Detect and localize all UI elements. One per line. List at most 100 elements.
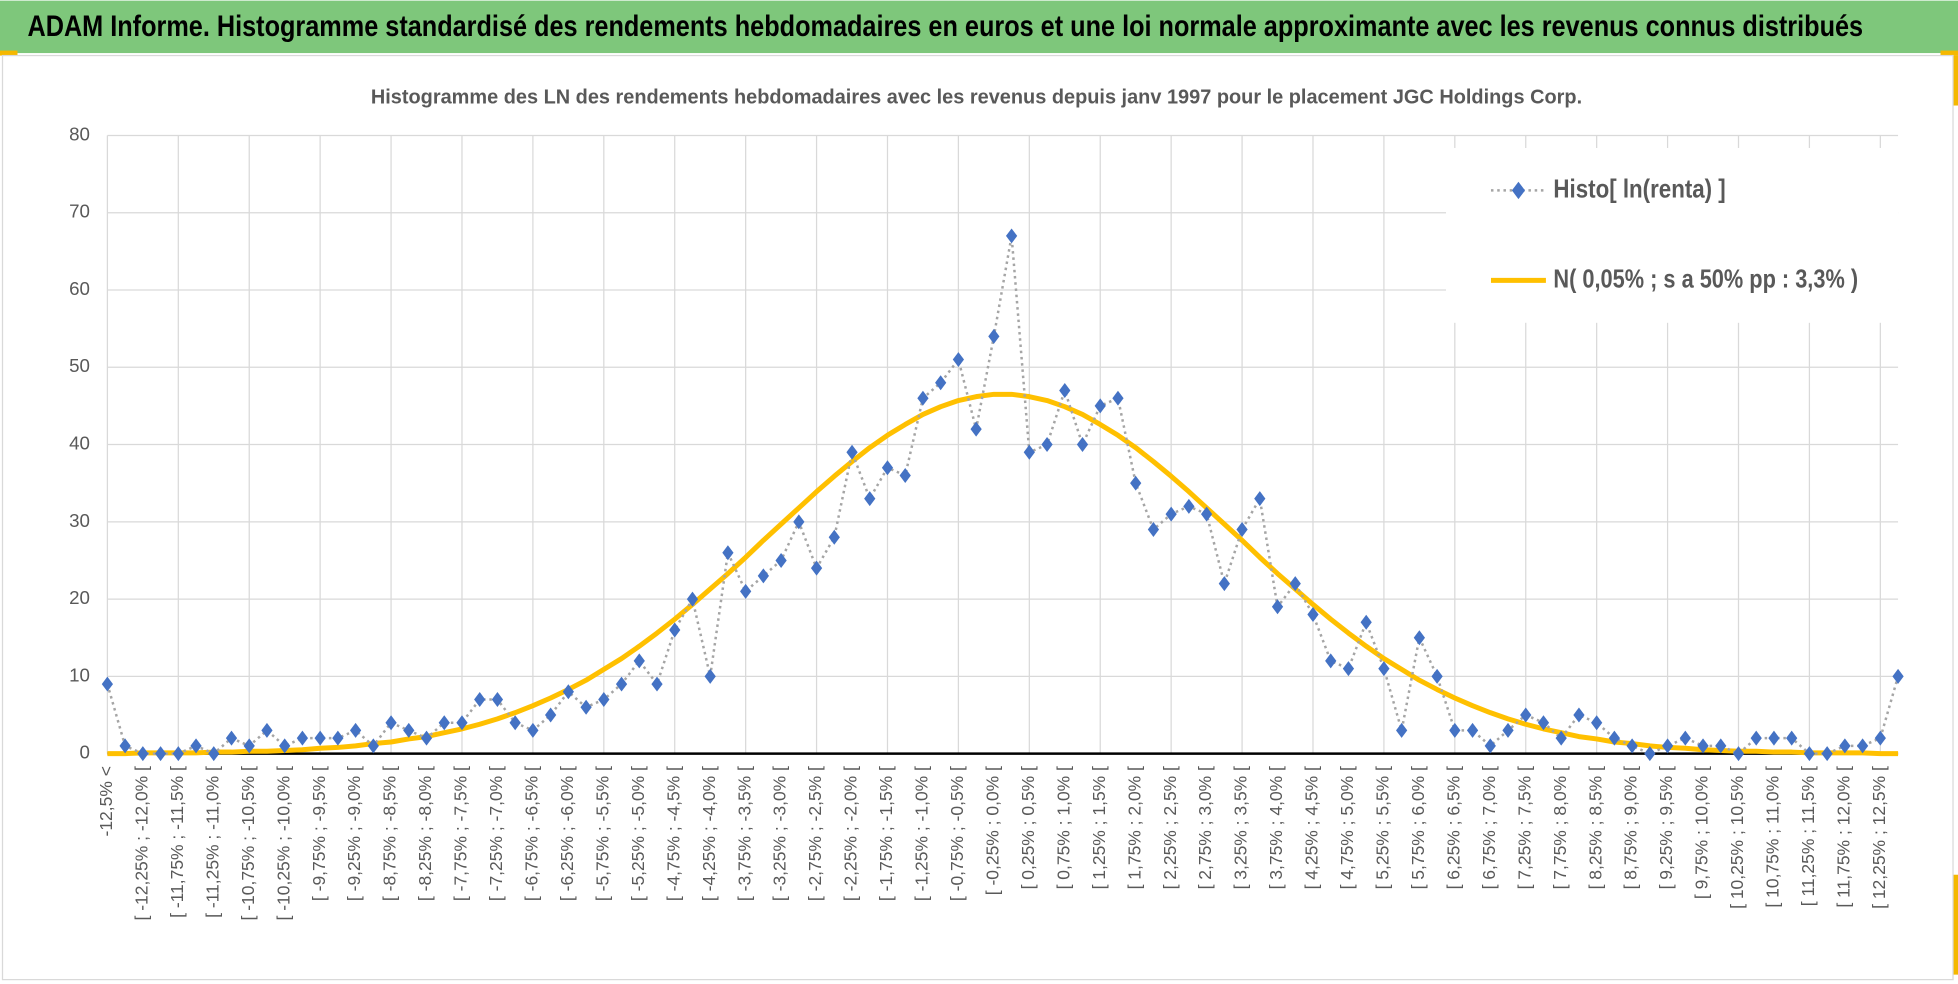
x-tick-label: [ 0,25% ; 0,5% [ <box>1018 766 1038 889</box>
data-point <box>846 444 858 460</box>
x-tick-label: [ -4,25% ; -4,0% [ <box>699 766 719 901</box>
corner-accent <box>0 50 18 56</box>
corner-accent <box>1953 55 1958 106</box>
x-tick-label: [ 3,75% ; 4,0% [ <box>1266 766 1286 889</box>
data-point <box>1520 707 1532 723</box>
data-point <box>1200 506 1213 522</box>
x-tick-label: [ -12,25% ; -12,0% [ <box>131 766 151 921</box>
x-tick-label: [ 5,75% ; 6,0% [ <box>1408 766 1428 889</box>
legend-marker <box>1511 181 1526 200</box>
x-tick-label: [ 7,25% ; 7,5% [ <box>1514 766 1534 889</box>
data-point <box>1715 738 1727 754</box>
data-point <box>562 684 574 700</box>
data-point <box>1449 722 1461 738</box>
y-tick-label: 40 <box>69 433 90 454</box>
data-point <box>296 730 309 746</box>
data-point <box>225 730 238 746</box>
data-point <box>1644 746 1656 762</box>
y-tick-label: 30 <box>69 510 90 531</box>
data-point <box>243 738 255 754</box>
x-tick-label: [ 11,75% ; 12,0% [ <box>1833 766 1853 908</box>
data-point <box>403 722 415 738</box>
data-point <box>438 715 450 731</box>
data-point <box>580 699 592 715</box>
data-point <box>527 722 539 738</box>
y-tick-label: 10 <box>69 664 90 685</box>
data-point <box>385 715 397 731</box>
x-tick-label: [ -0,25% ; 0,0% [ <box>982 766 1002 895</box>
data-point <box>828 529 840 545</box>
x-tick-label: [ 5,25% ; 5,5% [ <box>1373 766 1393 889</box>
data-point <box>970 421 982 437</box>
data-point <box>988 328 1000 344</box>
x-tick-label: [ -9,75% ; -9,5% [ <box>309 766 329 901</box>
data-point <box>1537 715 1550 731</box>
x-tick-label: [ 3,25% ; 3,5% [ <box>1231 766 1251 889</box>
y-tick-label: 20 <box>69 587 90 608</box>
x-tick-label: [ -7,25% ; -7,0% [ <box>486 766 506 901</box>
x-tick-label: [ -0,75% ; -0,5% [ <box>947 766 967 901</box>
page-title: ADAM Informe. Histogramme standardisé de… <box>27 10 1863 43</box>
data-point <box>1413 630 1425 646</box>
x-tick-label: [ 4,75% ; 5,0% [ <box>1337 766 1357 889</box>
x-tick-label: -12,5% < <box>96 766 116 836</box>
data-point <box>491 692 504 708</box>
x-tick-label: [ 9,25% ; 9,5% [ <box>1656 766 1676 889</box>
x-tick-label: [ 12,25% ; 12,5% [ <box>1869 766 1889 909</box>
data-point <box>1147 522 1160 538</box>
x-tick-label: [ 8,25% ; 8,5% [ <box>1585 766 1605 889</box>
data-point <box>1821 746 1833 762</box>
data-point <box>208 746 220 762</box>
x-tick-label: [ -9,25% ; -9,0% [ <box>344 766 364 901</box>
x-tick-label: [ 4,25% ; 4,5% [ <box>1302 766 1322 889</box>
x-tick-label: [ 1,75% ; 2,0% [ <box>1124 766 1144 889</box>
x-tick-label: [ -11,25% ; -11,0% [ <box>202 766 222 918</box>
data-point <box>793 514 805 530</box>
x-tick-label: [ -5,25% ; -5,0% [ <box>628 766 648 901</box>
y-tick-label: 70 <box>69 201 90 222</box>
data-point <box>119 738 131 754</box>
legend-label: Histo[ ln(renta) ] <box>1553 173 1725 203</box>
chart-title: Histogramme des LN des rendements hebdom… <box>371 86 1582 108</box>
x-tick-label: [ -6,25% ; -6,0% [ <box>557 766 577 901</box>
data-point <box>1466 722 1479 738</box>
data-point <box>545 707 557 723</box>
x-tick-label: [ -8,75% ; -8,5% [ <box>380 766 400 901</box>
corner-accent <box>1953 874 1958 975</box>
data-point <box>154 746 167 762</box>
data-point <box>1892 668 1904 684</box>
x-tick-label: [ -3,25% ; -3,0% [ <box>770 766 790 901</box>
data-point <box>704 668 716 684</box>
x-tick-label: [ -10,25% ; -10,0% [ <box>273 766 293 921</box>
x-tick-label: [ 6,75% ; 7,0% [ <box>1479 766 1499 889</box>
header-band <box>0 0 1958 54</box>
data-point <box>1094 398 1106 414</box>
data-point <box>952 352 965 368</box>
data-point <box>101 676 114 692</box>
x-tick-label: [ -1,75% ; -1,5% [ <box>876 766 896 901</box>
x-tick-label: [ -11,75% ; -11,5% [ <box>167 766 187 918</box>
data-point <box>1874 730 1886 746</box>
data-point <box>1378 661 1390 677</box>
data-point <box>864 491 876 507</box>
data-point <box>1697 738 1709 754</box>
data-point <box>651 676 663 692</box>
data-point <box>474 692 486 708</box>
data-point <box>261 722 273 738</box>
x-tick-label: [ -6,75% ; -6,5% [ <box>522 766 542 901</box>
data-point <box>367 738 379 754</box>
data-point <box>1484 738 1496 754</box>
data-point <box>775 552 787 568</box>
data-point <box>190 738 202 754</box>
data-point <box>456 715 468 731</box>
y-tick-label: 80 <box>69 123 90 144</box>
x-tick-label: [ -10,75% ; -10,5% [ <box>238 766 258 921</box>
x-tick-label: [ 7,75% ; 8,0% [ <box>1550 766 1570 889</box>
x-tick-label: [ 11,25% ; 11,5% [ <box>1798 766 1818 906</box>
data-point <box>1005 228 1018 244</box>
x-tick-label: [ 1,25% ; 1,5% [ <box>1089 766 1109 889</box>
x-tick-label: [ 6,25% ; 6,5% [ <box>1443 766 1463 889</box>
x-tick-label: [ -2,75% ; -2,5% [ <box>805 766 825 901</box>
data-point <box>615 676 628 692</box>
